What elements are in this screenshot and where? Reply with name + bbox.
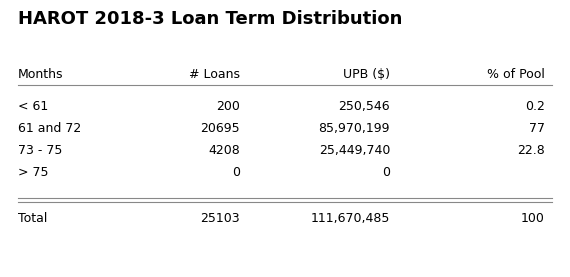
Text: Months: Months — [18, 68, 63, 81]
Text: 100: 100 — [521, 212, 545, 225]
Text: > 75: > 75 — [18, 166, 48, 179]
Text: 0: 0 — [232, 166, 240, 179]
Text: HAROT 2018-3 Loan Term Distribution: HAROT 2018-3 Loan Term Distribution — [18, 10, 402, 28]
Text: 77: 77 — [529, 122, 545, 135]
Text: 111,670,485: 111,670,485 — [311, 212, 390, 225]
Text: 0: 0 — [382, 166, 390, 179]
Text: 0.2: 0.2 — [525, 100, 545, 113]
Text: Total: Total — [18, 212, 47, 225]
Text: UPB ($): UPB ($) — [343, 68, 390, 81]
Text: < 61: < 61 — [18, 100, 48, 113]
Text: % of Pool: % of Pool — [487, 68, 545, 81]
Text: 25103: 25103 — [201, 212, 240, 225]
Text: # Loans: # Loans — [189, 68, 240, 81]
Text: 4208: 4208 — [208, 144, 240, 157]
Text: 22.8: 22.8 — [517, 144, 545, 157]
Text: 61 and 72: 61 and 72 — [18, 122, 82, 135]
Text: 25,449,740: 25,449,740 — [319, 144, 390, 157]
Text: 73 - 75: 73 - 75 — [18, 144, 62, 157]
Text: 85,970,199: 85,970,199 — [319, 122, 390, 135]
Text: 200: 200 — [216, 100, 240, 113]
Text: 20695: 20695 — [201, 122, 240, 135]
Text: 250,546: 250,546 — [339, 100, 390, 113]
